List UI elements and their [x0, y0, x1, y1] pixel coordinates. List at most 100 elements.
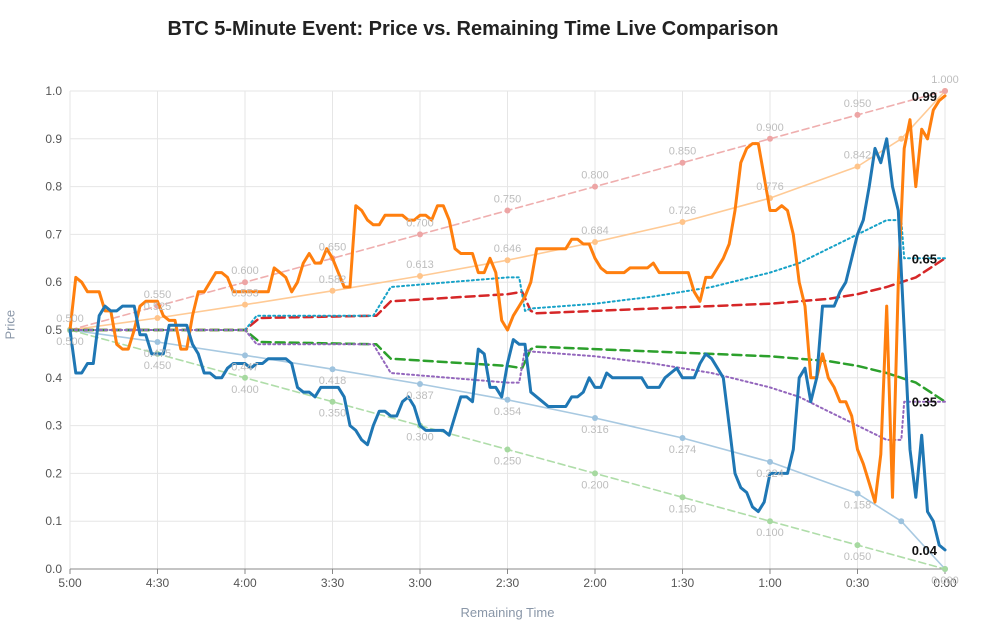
grid: [69, 90, 946, 570]
series-point-light_orange: [679, 218, 686, 225]
series-point-light_orange: [417, 272, 423, 279]
x-tick-label: 2:00: [583, 576, 607, 590]
series-point-light_green: [854, 542, 861, 549]
data-label: 0.700: [406, 217, 434, 229]
data-label: 0.726: [669, 205, 697, 217]
series-point-light_orange: [898, 135, 905, 142]
series-point-light_orange: [329, 287, 336, 294]
data-label: 0.550: [144, 289, 172, 301]
x-tick-label: 0:30: [846, 576, 870, 590]
series-point-light_orange: [854, 163, 861, 170]
x-tick-label: 4:30: [146, 576, 170, 590]
series-point-light_red: [592, 183, 598, 190]
series-point-light_red: [504, 207, 511, 214]
end-value-label: 0.99: [912, 89, 937, 104]
series-point-light_blue: [504, 396, 511, 403]
data-label: 0.650: [319, 241, 347, 253]
data-label: 0.400: [231, 384, 259, 396]
data-label: 0.300: [406, 432, 434, 444]
series-line-purple: [69, 329, 946, 441]
y-axis-label: Price: [2, 309, 18, 340]
series-point-light_red: [942, 88, 948, 94]
series-point-light_green: [504, 446, 511, 453]
data-label: 0.800: [581, 170, 609, 182]
y-tick-label: 0.0: [45, 562, 62, 576]
data-label: 0.418: [319, 375, 347, 387]
y-tick-label: 0.3: [45, 419, 62, 433]
series-point-light_red: [242, 279, 248, 286]
data-label: 0.613: [406, 259, 434, 271]
y-tick-label: 0.7: [45, 227, 62, 241]
series-line-green: [68, 328, 947, 403]
series-point-light_green: [679, 494, 686, 501]
series-point-light_blue: [592, 414, 598, 421]
data-label: 0.200: [581, 479, 609, 491]
series-point-light_blue: [898, 518, 905, 525]
series-point-light_green: [767, 518, 773, 525]
data-label: 0.354: [494, 406, 522, 418]
data-label: 0.646: [494, 243, 522, 255]
data-label: 0.600: [231, 265, 259, 277]
data-label: 0.553: [231, 288, 259, 300]
series-group: [67, 88, 948, 572]
data-label: 0.525: [144, 301, 172, 313]
y-tick-label: 1.0: [45, 84, 62, 98]
y-tick-label: 0.4: [45, 371, 62, 385]
series-point-light_blue: [854, 490, 861, 497]
y-tick-label: 0.5: [45, 323, 62, 337]
data-label: 0.750: [494, 194, 522, 206]
data-label: 0.447: [231, 361, 259, 373]
data-label: 0.150: [669, 503, 697, 515]
data-label: 0.274: [669, 444, 697, 456]
y-tick-label: 0.9: [45, 132, 62, 146]
series-point-light_blue: [329, 366, 336, 373]
chart-title: BTC 5-Minute Event: Price vs. Remaining …: [167, 18, 779, 40]
y-tick-label: 0.1: [45, 514, 62, 528]
data-label: 0.900: [756, 122, 784, 134]
series-point-light_blue: [417, 381, 423, 388]
series-point-light_red: [854, 111, 861, 118]
data-label: 0.100: [756, 527, 784, 539]
series-point-light_blue: [154, 338, 161, 345]
x-tick-label: 1:00: [758, 576, 782, 590]
axes: 0.0 0.1 0.2 0.3 0.4 0.5 0.6 0.7 0.8 0.9 1.0 5:00 4:3…: [45, 84, 957, 590]
x-tick-label: 0:00: [933, 576, 957, 590]
data-label: 0.950: [844, 98, 872, 110]
series-point-light_blue: [242, 352, 248, 359]
x-tick-label: 5:00: [58, 576, 82, 590]
y-tick-label: 0.2: [45, 466, 62, 480]
x-tick-label: 1:30: [671, 576, 695, 590]
series-line-blue: [68, 137, 947, 552]
data-label: 0.684: [581, 225, 609, 237]
series-point-light_green: [942, 566, 948, 572]
data-label: 1.000: [931, 74, 959, 86]
series-point-light_orange: [504, 257, 511, 264]
series-line-light_blue: [69, 329, 946, 570]
end-value-label: 0.04: [912, 543, 938, 558]
data-label: 0.475: [144, 348, 172, 360]
data-label: 0.158: [844, 499, 872, 511]
series-line-orange: [68, 94, 947, 504]
data-label: 0.582: [319, 274, 347, 286]
end-value-label: 0.65: [912, 251, 937, 266]
series-point-light_red: [679, 159, 686, 166]
x-tick-label: 3:30: [321, 576, 345, 590]
data-label: 0.500: [56, 313, 84, 325]
data-label: 0.224: [756, 468, 784, 480]
data-label: 0.850: [669, 146, 697, 158]
data-label: 0.387: [406, 390, 434, 402]
series-point-light_green: [592, 470, 598, 477]
series-point-light_orange: [592, 239, 598, 246]
series-point-light_blue: [679, 435, 686, 442]
y-tick-label: 0.8: [45, 180, 62, 194]
series-point-light_green: [329, 398, 336, 405]
x-tick-label: 4:00: [233, 576, 257, 590]
series-point-light_orange: [154, 315, 161, 322]
y-tick-label: 0.6: [45, 275, 62, 289]
x-tick-label: 2:30: [496, 576, 520, 590]
series-point-light_blue: [767, 458, 773, 465]
data-label: 0.250: [494, 456, 522, 468]
